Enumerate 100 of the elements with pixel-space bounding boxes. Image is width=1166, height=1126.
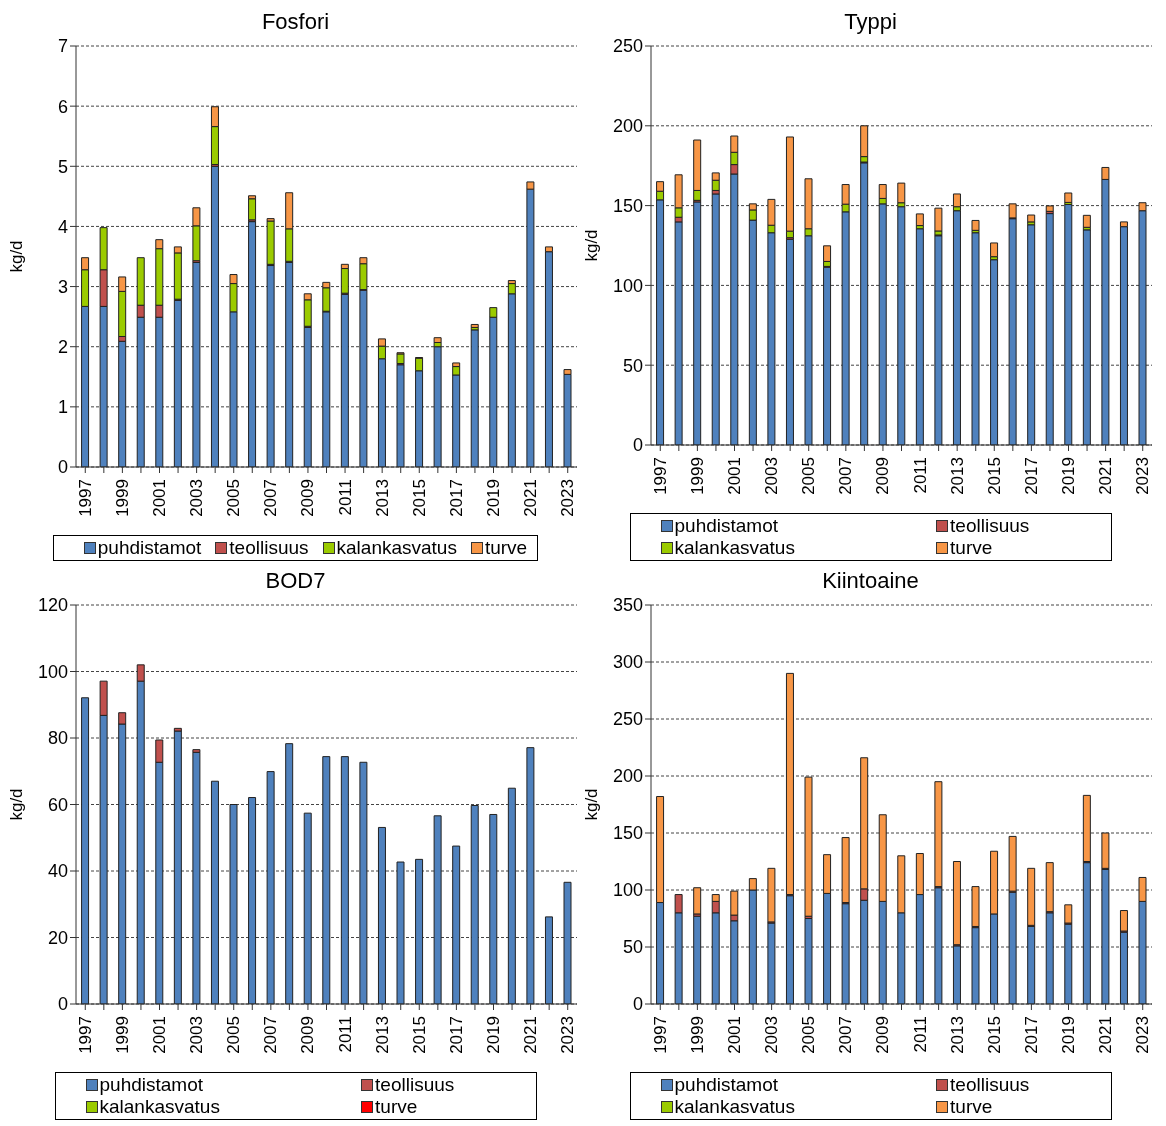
x-tick-label: 2007 (261, 1016, 281, 1054)
x-tick-label: 2003 (762, 457, 782, 495)
y-tick-label: 6 (57, 96, 68, 117)
x-tick-label: 1999 (687, 1016, 707, 1054)
x-tick-label: 2009 (298, 479, 318, 517)
x-tick-label: 2023 (1133, 457, 1153, 495)
y-tick-label: 3 (57, 276, 68, 297)
x-tick-label: 2007 (261, 479, 281, 517)
x-tick-label: 2017 (1021, 1016, 1041, 1054)
x-tick-label: 2023 (558, 479, 578, 517)
legend-label: puhdistamot (673, 515, 779, 537)
y-tick-label: 1 (57, 397, 68, 418)
legend-label: puhdistamot (673, 1074, 779, 1096)
x-tick-label: 2011 (335, 1016, 355, 1053)
legend-label: teollisuus (949, 1074, 1031, 1096)
x-tick-label: 1999 (112, 1016, 132, 1054)
x-tick-label: 2017 (1021, 457, 1041, 495)
x-tick-label: 2005 (799, 1016, 819, 1054)
x-tick-label: 2015 (984, 457, 1004, 495)
y-tick-label: 2 (57, 337, 68, 358)
x-tick-label: 2007 (836, 457, 856, 495)
x-tick-label: 2013 (947, 1016, 967, 1054)
x-tick-label: 2023 (1133, 1016, 1153, 1054)
x-tick-label: 2013 (947, 457, 967, 495)
chart-title: Fosfori (260, 8, 331, 36)
x-tick-label: 2011 (910, 1016, 930, 1053)
x-tick-label: 2001 (150, 479, 169, 517)
legend-label: teollisuus (949, 515, 1031, 537)
x-tick-label: 2021 (1096, 457, 1116, 495)
x-tick-label: 2017 (446, 1016, 466, 1054)
chart-title: Typpi (843, 8, 898, 36)
x-tick-label: 2005 (224, 1016, 244, 1054)
x-tick-label: 2011 (335, 479, 355, 516)
legend-label: puhdistamot (96, 537, 202, 559)
chart-title: Kiintoaine (821, 567, 920, 595)
y-tick-label: 100 (612, 275, 643, 296)
legend-label: teollisuus (374, 1074, 456, 1096)
y-tick-label: 4 (57, 216, 68, 237)
legend-label: kalankasvatus (673, 1096, 796, 1118)
x-tick-label: 2009 (873, 457, 893, 495)
legend-label: turve (949, 537, 994, 559)
x-tick-label: 1997 (75, 479, 95, 517)
x-tick-label: 1999 (112, 479, 132, 517)
legend-label: turve (374, 1096, 419, 1118)
chart-title: BOD7 (264, 567, 327, 595)
y-axis-title: kg/d (582, 788, 602, 821)
y-tick-label: 5 (57, 156, 68, 177)
y-tick-label: 100 (37, 661, 68, 682)
y-tick-label: 0 (57, 457, 68, 478)
x-tick-label: 2019 (484, 1016, 503, 1054)
x-tick-label: 2019 (1059, 457, 1078, 495)
legend-label: kalankasvatus (335, 537, 457, 559)
x-tick-label: 2001 (725, 457, 744, 495)
x-tick-label: 2017 (446, 479, 466, 517)
x-tick-label: 2015 (409, 479, 429, 517)
x-tick-label: 2021 (1096, 1016, 1116, 1054)
y-tick-label: 0 (632, 435, 643, 456)
y-tick-label: 250 (612, 36, 643, 57)
x-tick-label: 2009 (298, 1016, 318, 1054)
x-tick-label: 2019 (484, 479, 503, 517)
x-tick-label: 2003 (762, 1016, 782, 1054)
x-tick-label: 1997 (650, 1016, 670, 1054)
x-tick-label: 2013 (372, 479, 392, 517)
x-tick-label: 2003 (187, 1016, 207, 1054)
x-tick-label: 2013 (372, 1016, 392, 1054)
legend-label: puhdistamot (98, 1074, 204, 1096)
legend-label: teollisuus (228, 537, 309, 559)
x-tick-label: 2007 (836, 1016, 856, 1054)
y-tick-label: 100 (612, 880, 643, 901)
y-tick-label: 0 (57, 994, 68, 1015)
y-tick-label: 120 (37, 595, 68, 616)
y-tick-label: 250 (612, 709, 643, 730)
x-tick-label: 2001 (725, 1016, 744, 1054)
x-tick-label: 2015 (984, 1016, 1004, 1054)
x-tick-label: 2023 (558, 1016, 578, 1054)
y-tick-label: 60 (47, 794, 68, 815)
y-tick-label: 200 (612, 116, 643, 137)
y-axis-title: kg/d (7, 240, 27, 273)
y-axis-title: kg/d (7, 788, 27, 821)
y-tick-label: 300 (612, 652, 643, 673)
y-tick-label: 150 (612, 823, 643, 844)
x-tick-label: 2001 (150, 1016, 169, 1054)
y-axis-title: kg/d (582, 229, 602, 262)
legend-label: turve (483, 537, 528, 559)
y-tick-label: 200 (612, 766, 643, 787)
y-tick-label: 150 (612, 195, 643, 216)
legend-label: kalankasvatus (673, 537, 796, 559)
y-tick-label: 7 (57, 36, 68, 57)
x-tick-label: 1999 (687, 457, 707, 495)
x-tick-label: 2009 (873, 1016, 893, 1054)
legend-label: kalankasvatus (98, 1096, 221, 1118)
y-tick-label: 80 (47, 728, 68, 749)
y-tick-label: 350 (612, 595, 643, 616)
x-tick-label: 2003 (187, 479, 207, 517)
x-tick-label: 2005 (224, 479, 244, 517)
x-tick-label: 1997 (650, 457, 670, 495)
x-tick-label: 2011 (910, 457, 930, 494)
x-tick-label: 1997 (75, 1016, 95, 1054)
y-tick-label: 0 (632, 994, 643, 1015)
x-tick-label: 2021 (521, 1016, 541, 1054)
